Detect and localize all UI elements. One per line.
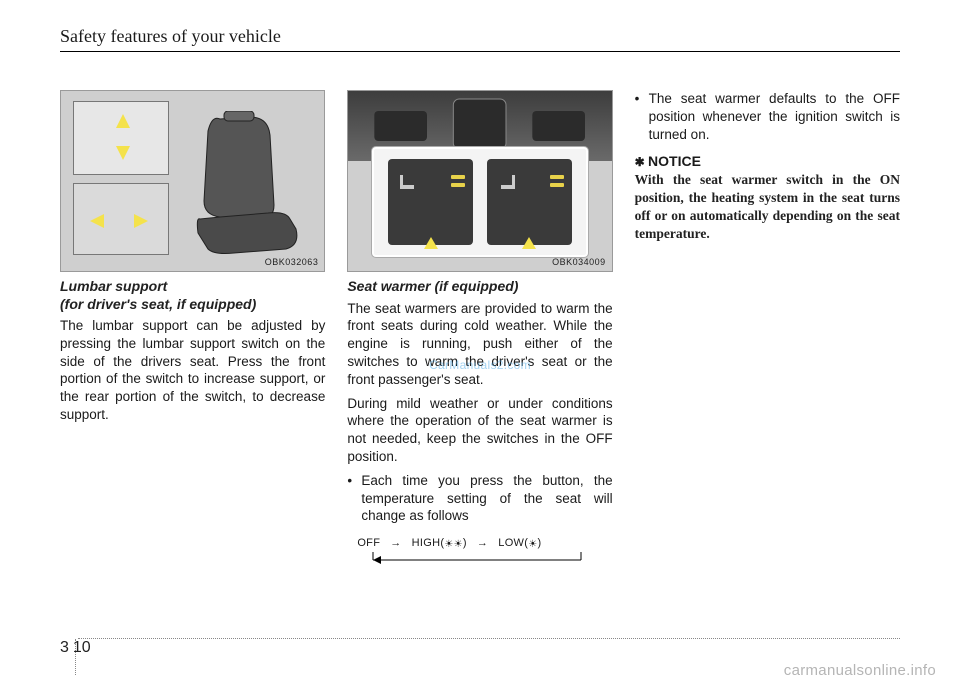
seq-off: OFF xyxy=(357,537,380,549)
arrow-down-icon xyxy=(116,146,130,160)
seq-close2: ) xyxy=(537,537,541,549)
lumbar-heading: Lumbar support (for driver's seat, if eq… xyxy=(60,278,325,313)
page-header: Safety features of your vehicle xyxy=(60,26,900,52)
passenger-warmer-switch xyxy=(487,159,572,245)
arrow-up-icon xyxy=(522,237,536,249)
bullet-dot-icon: • xyxy=(347,472,361,525)
seq-close: ) xyxy=(463,537,467,549)
notice-heading: NOTICE xyxy=(635,153,900,169)
inset-bottom xyxy=(73,183,169,255)
bullet-text: The seat warmer defaults to the OFF posi… xyxy=(649,90,900,143)
inset-top xyxy=(73,101,169,175)
watermark-bottom: carmanualsonline.info xyxy=(784,662,936,679)
arrow-left-icon xyxy=(90,214,104,228)
warmer-body-2: During mild weather or under conditions … xyxy=(347,395,612,466)
seq-high: HIGH( xyxy=(412,537,445,549)
led-high-icon xyxy=(550,175,564,179)
column-2: OBK034009 Seat warmer (if equipped) The … xyxy=(347,90,612,566)
led-low-icon xyxy=(550,183,564,187)
seq-return-arrow xyxy=(357,552,602,566)
arrow-up-icon xyxy=(424,237,438,249)
switch-callout xyxy=(372,147,587,257)
content-columns: OBK032063 Lumbar support (for driver's s… xyxy=(60,90,900,566)
figure-lumbar-support: OBK032063 xyxy=(60,90,325,272)
seat-illustration xyxy=(190,111,310,257)
heat-high-icon: ☀☀ xyxy=(444,539,463,550)
bullet-dot-icon: • xyxy=(635,90,649,143)
warmer-body-1: The seat warmers are provided to warm th… xyxy=(347,300,612,389)
driver-warmer-switch xyxy=(388,159,473,245)
column-1: OBK032063 Lumbar support (for driver's s… xyxy=(60,90,325,566)
default-off-bullet: • The seat warmer defaults to the OFF po… xyxy=(635,90,900,143)
mode-sequence: OFF → HIGH(☀☀) → LOW(☀) xyxy=(347,537,612,566)
page-number: 3 10 xyxy=(60,639,91,657)
section-number: 3 xyxy=(60,639,73,657)
header-rule xyxy=(60,51,900,52)
notice-body: With the seat warmer switch in the ON po… xyxy=(635,171,900,242)
led-high-icon xyxy=(451,175,465,179)
led-low-icon xyxy=(451,183,465,187)
lumbar-body: The lumbar support can be adjusted by pr… xyxy=(60,317,325,424)
arrow-up-icon xyxy=(116,114,130,128)
bullet-text: Each time you press the button, the temp… xyxy=(361,472,612,525)
warmer-bullet-1: • Each time you press the button, the te… xyxy=(347,472,612,525)
warmer-heading: Seat warmer (if equipped) xyxy=(347,278,612,296)
footer-dotted-rule xyxy=(78,638,900,639)
section-title: Safety features of your vehicle xyxy=(60,26,281,49)
column-3: • The seat warmer defaults to the OFF po… xyxy=(635,90,900,566)
heading-line2: (for driver's seat, if equipped) xyxy=(60,296,256,312)
figure-code: OBK034009 xyxy=(552,257,606,267)
page-number-value: 10 xyxy=(73,639,91,657)
heading-line1: Lumbar support xyxy=(60,278,167,294)
figure-seat-warmer: OBK034009 xyxy=(347,90,612,272)
figure-code: OBK032063 xyxy=(265,257,319,267)
arrow-right-icon xyxy=(134,214,148,228)
seq-low: LOW( xyxy=(498,537,528,549)
